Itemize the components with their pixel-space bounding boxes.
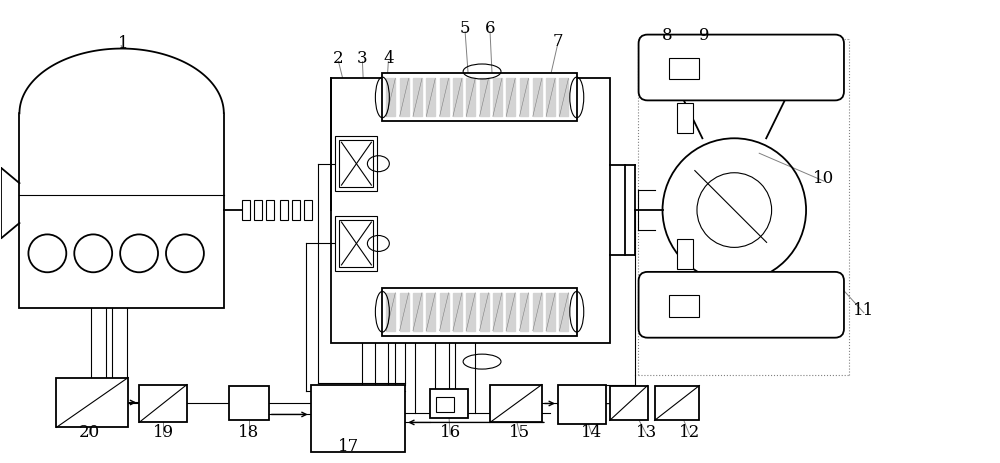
Polygon shape	[480, 78, 489, 116]
Bar	[339, 220, 373, 267]
Bar	[304, 200, 312, 220]
Text: 13: 13	[636, 424, 657, 441]
Bar	[490, 385, 542, 422]
Polygon shape	[440, 293, 449, 331]
Polygon shape	[413, 293, 422, 331]
Bar	[669, 57, 699, 80]
Polygon shape	[506, 78, 515, 116]
Bar	[19, 113, 224, 308]
Polygon shape	[453, 78, 462, 116]
Polygon shape	[559, 78, 568, 116]
Bar	[382, 74, 577, 121]
Polygon shape	[400, 78, 409, 116]
Bar	[335, 216, 377, 271]
Polygon shape	[426, 293, 435, 331]
Text: 10: 10	[813, 169, 835, 187]
Polygon shape	[413, 78, 422, 116]
Text: 5: 5	[460, 20, 470, 37]
Polygon shape	[546, 78, 555, 116]
Text: 4: 4	[383, 50, 394, 67]
Polygon shape	[546, 293, 555, 331]
Bar	[436, 396, 454, 413]
Bar	[335, 136, 377, 191]
Bar	[339, 140, 373, 187]
Bar	[292, 200, 300, 220]
Bar	[139, 385, 187, 422]
Polygon shape	[400, 293, 409, 331]
Bar	[677, 103, 693, 133]
Text: 3: 3	[357, 50, 368, 67]
FancyBboxPatch shape	[639, 272, 844, 338]
Text: 11: 11	[853, 302, 875, 319]
Polygon shape	[559, 293, 568, 331]
Text: 20: 20	[79, 424, 100, 441]
FancyBboxPatch shape	[639, 35, 844, 100]
Bar	[610, 386, 648, 420]
Polygon shape	[453, 293, 462, 331]
Bar	[254, 200, 262, 220]
Polygon shape	[520, 78, 528, 116]
Bar	[331, 78, 610, 343]
Polygon shape	[386, 293, 395, 331]
Text: 17: 17	[338, 438, 359, 455]
Bar	[430, 388, 468, 419]
Polygon shape	[533, 293, 542, 331]
Polygon shape	[520, 293, 528, 331]
Text: 15: 15	[509, 424, 531, 441]
Bar	[229, 386, 269, 420]
Bar	[669, 295, 699, 317]
Text: 12: 12	[679, 424, 700, 441]
Text: 1: 1	[118, 35, 128, 52]
Bar	[311, 385, 405, 452]
Polygon shape	[426, 78, 435, 116]
Bar	[655, 386, 699, 420]
Polygon shape	[506, 293, 515, 331]
Text: 2: 2	[333, 50, 344, 67]
Bar	[558, 385, 606, 425]
Text: 16: 16	[440, 424, 461, 441]
Text: 14: 14	[581, 424, 602, 441]
Text: 19: 19	[152, 424, 174, 441]
Bar	[56, 377, 128, 427]
Text: 6: 6	[485, 20, 495, 37]
Polygon shape	[466, 293, 475, 331]
Polygon shape	[480, 293, 489, 331]
Bar	[266, 200, 274, 220]
Polygon shape	[493, 293, 502, 331]
Text: 8: 8	[662, 27, 673, 44]
Bar	[280, 200, 288, 220]
Text: 18: 18	[238, 424, 259, 441]
Bar	[242, 200, 250, 220]
Text: 9: 9	[699, 27, 710, 44]
Polygon shape	[466, 78, 475, 116]
Polygon shape	[440, 78, 449, 116]
Polygon shape	[19, 49, 224, 113]
Polygon shape	[493, 78, 502, 116]
Bar	[382, 288, 577, 336]
Polygon shape	[533, 78, 542, 116]
Text: 7: 7	[553, 33, 563, 50]
Polygon shape	[386, 78, 395, 116]
Bar	[677, 239, 693, 269]
